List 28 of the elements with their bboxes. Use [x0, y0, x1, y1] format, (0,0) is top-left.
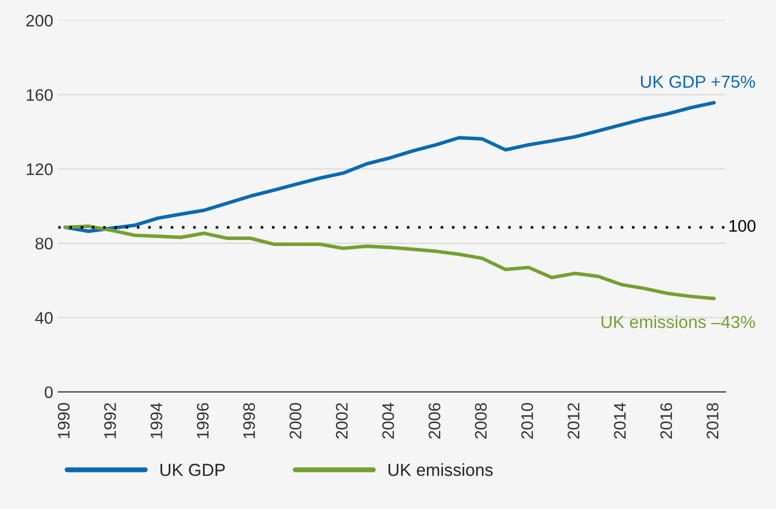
annotation: UK GDP +75% [641, 76, 756, 88]
x-tick-label: 2000 [290, 402, 302, 439]
y-tick-label: 120 [26, 163, 53, 176]
annotation: UK emissions –43% [602, 315, 756, 328]
y-tick-label: 40 [35, 312, 53, 324]
x-tick-label: 1992 [104, 403, 116, 438]
x-tick-label: 2018 [706, 403, 718, 439]
line-series [63, 100, 716, 233]
x-tick-label: 2012 [568, 403, 580, 439]
x-tick-label: 2010 [521, 402, 534, 439]
x-tick-label: 2002 [336, 403, 348, 439]
x-tick-label: 2014 [614, 402, 626, 439]
x-tick-label: 1994 [150, 402, 162, 438]
x-tick-label: 1990 [58, 402, 70, 438]
line-series [63, 224, 716, 300]
y-tick-label: 160 [26, 89, 53, 101]
legend-label: UK GDP [160, 464, 225, 476]
x-tick-label: 2006 [428, 403, 440, 439]
x-tick-label: 2008 [474, 403, 487, 439]
y-tick-label: 200 [26, 14, 53, 27]
y-tick-label: 0 [44, 386, 53, 398]
x-tick-label: 1996 [196, 403, 209, 438]
y-tick-label: 80 [36, 238, 53, 250]
x-tick-label: 2004 [382, 402, 394, 439]
text: 100 [730, 220, 756, 232]
legend-label: UK emissions [388, 463, 493, 476]
x-tick-label: 2016 [660, 403, 672, 439]
x-tick-label: 1998 [243, 403, 256, 438]
